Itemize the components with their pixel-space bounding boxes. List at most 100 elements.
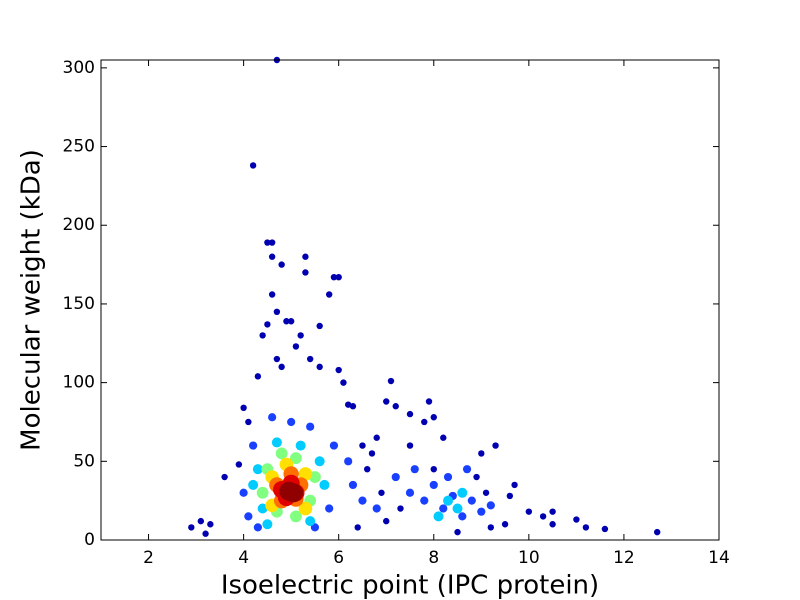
point (325, 504, 334, 513)
point (392, 403, 399, 410)
y-tick-label: 250 (63, 137, 95, 157)
point (306, 355, 314, 363)
x-tick-label: 4 (238, 548, 249, 568)
y-tick-label: 50 (73, 451, 95, 471)
point (601, 525, 609, 533)
point (268, 253, 276, 260)
point (387, 377, 395, 385)
point (306, 422, 315, 431)
point (284, 483, 304, 503)
point (462, 465, 472, 474)
point (458, 512, 467, 521)
plot-frame (100, 59, 720, 541)
point (287, 417, 296, 427)
point (430, 414, 437, 421)
point (207, 521, 214, 528)
y-tick-label: 300 (63, 58, 95, 78)
point (473, 473, 480, 481)
point (188, 524, 195, 531)
x-tick-label: 10 (518, 548, 540, 568)
point (344, 457, 353, 466)
point (256, 486, 269, 499)
point (268, 413, 277, 422)
point (314, 456, 325, 467)
point (340, 379, 347, 386)
point (425, 398, 433, 405)
point (273, 308, 281, 316)
point (275, 447, 288, 460)
point (429, 480, 438, 490)
point (302, 269, 309, 276)
point (252, 464, 263, 475)
point (262, 519, 273, 530)
point (302, 253, 309, 260)
point (654, 528, 661, 536)
point (525, 508, 533, 515)
point (235, 461, 243, 468)
point (240, 404, 247, 412)
point (305, 516, 316, 527)
point (421, 418, 428, 426)
point (372, 504, 381, 513)
point (359, 442, 366, 449)
x-tick-label: 2 (143, 548, 154, 568)
point (335, 273, 342, 281)
point (248, 479, 259, 490)
point (378, 489, 385, 496)
x-tick-label: 14 (708, 548, 730, 568)
point (354, 524, 361, 531)
point (316, 322, 323, 330)
point (358, 496, 367, 505)
point (330, 273, 338, 281)
point (492, 442, 499, 449)
y-tick-label: 100 (63, 373, 95, 393)
y-axis-label: Molecular weight (kDa) (17, 149, 47, 451)
point (443, 495, 454, 506)
y-tick-label: 150 (63, 294, 95, 314)
point (335, 366, 342, 374)
point (287, 318, 295, 325)
point (290, 452, 302, 465)
point (410, 465, 419, 474)
point (454, 528, 461, 536)
point (457, 487, 468, 498)
point (549, 508, 556, 515)
point (405, 488, 415, 497)
point (292, 343, 300, 350)
point (345, 401, 352, 408)
point (368, 450, 376, 457)
x-axis-label: Isoelectric point (IPC protein) (221, 571, 599, 600)
point (482, 489, 490, 496)
point (290, 510, 302, 523)
point (467, 496, 476, 505)
point (420, 496, 429, 505)
point (297, 332, 304, 339)
point (439, 504, 448, 513)
point (478, 450, 485, 457)
x-tick-label: 6 (333, 548, 344, 568)
point (383, 398, 390, 405)
x-tick-label: 8 (428, 548, 439, 568)
point (197, 517, 205, 525)
point (254, 373, 262, 380)
point (486, 501, 495, 510)
point (298, 501, 313, 516)
point (264, 239, 271, 246)
point (202, 530, 209, 537)
point (440, 434, 447, 441)
point (273, 355, 281, 363)
point (325, 291, 333, 298)
point (316, 363, 323, 371)
point (257, 503, 268, 514)
point (244, 512, 253, 521)
point (319, 479, 330, 490)
point (539, 513, 547, 520)
point (253, 523, 262, 532)
point (278, 363, 285, 371)
point (221, 473, 228, 481)
point (487, 524, 495, 531)
point (477, 507, 486, 516)
x-tick-label: 12 (613, 548, 635, 568)
point (295, 440, 306, 451)
